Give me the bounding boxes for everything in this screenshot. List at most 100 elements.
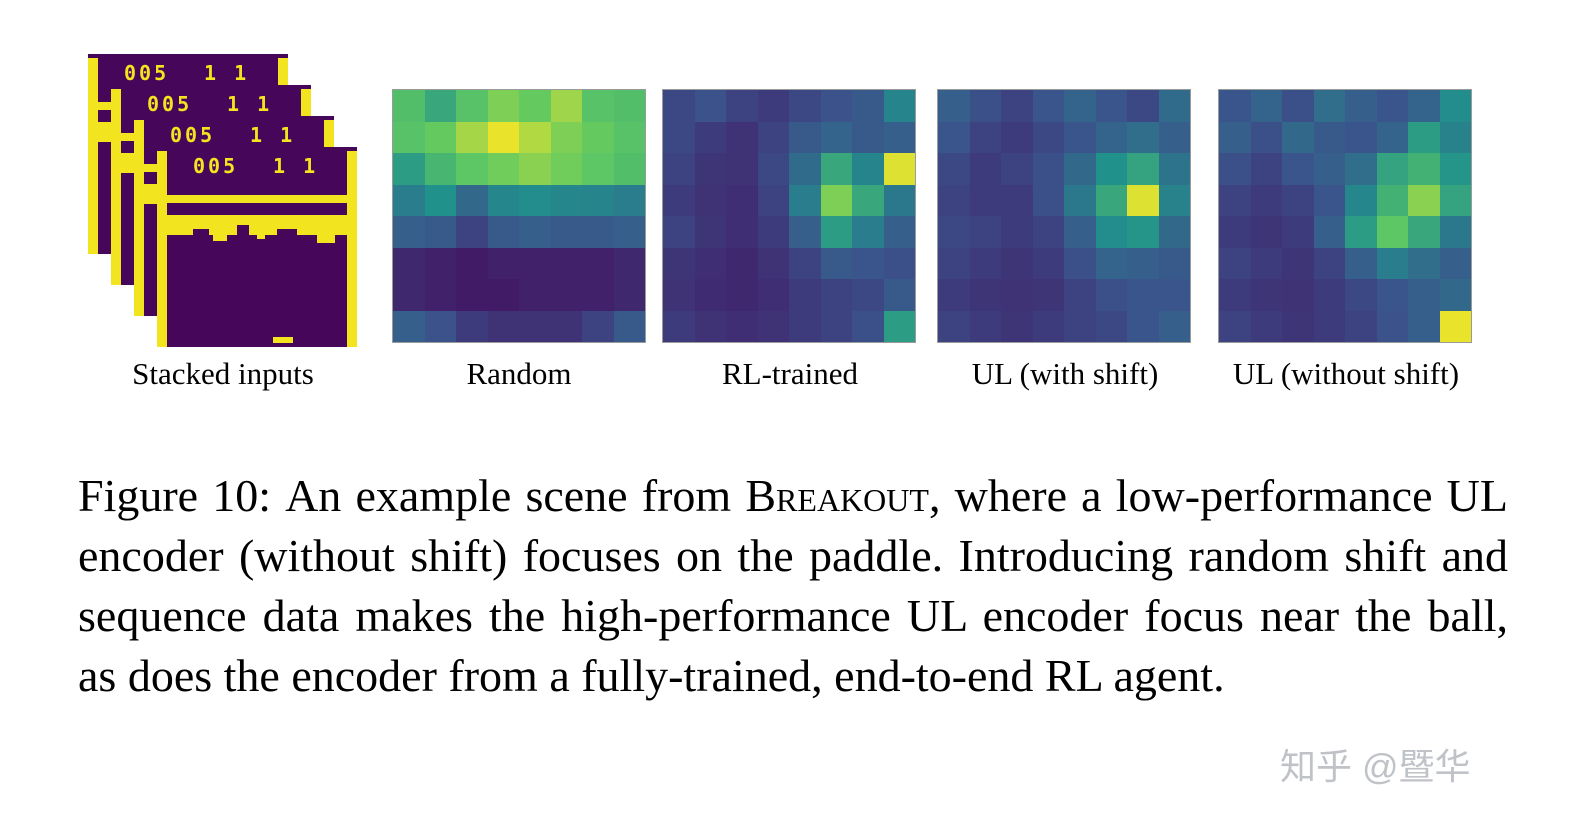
heatmap-cell [1345, 121, 1377, 153]
heatmap-cell [1250, 216, 1282, 248]
heatmap-cell [1064, 216, 1096, 248]
heatmap-cell [938, 90, 970, 122]
heatmap-cell [883, 153, 915, 185]
heatmap-rl-trained [662, 89, 916, 343]
heatmap-cell [613, 279, 645, 311]
heatmap-cell [1064, 279, 1096, 311]
heatmap-cell [519, 216, 551, 248]
heatmap-cell [613, 310, 645, 342]
heatmap-cell [938, 184, 970, 216]
heatmap-cell [456, 90, 488, 122]
heatmap-cell [1158, 184, 1190, 216]
heatmap-cell [1095, 121, 1127, 153]
heatmap-cell [694, 153, 726, 185]
heatmap-cell [1064, 310, 1096, 342]
heatmap-cell [757, 279, 789, 311]
heatmap-cell [757, 184, 789, 216]
heatmap-cell [820, 90, 852, 122]
heatmap-cell [1376, 247, 1408, 279]
heatmap-cell [1408, 247, 1440, 279]
heatmap-cell [1345, 184, 1377, 216]
heatmap-cell [613, 247, 645, 279]
heatmap-cell [1439, 216, 1471, 248]
heatmap-cell [1376, 121, 1408, 153]
heatmap-cell [1313, 310, 1345, 342]
heatmap-cell [789, 121, 821, 153]
watermark: 知乎 @暨华 [1280, 746, 1471, 787]
heatmap-cell [1282, 310, 1314, 342]
heatmap-cell [1158, 247, 1190, 279]
heatmap-cell [852, 216, 884, 248]
heatmap-cell [694, 247, 726, 279]
heatmap-cell [852, 310, 884, 342]
heatmap-cell [1001, 184, 1033, 216]
heatmap-cell [852, 153, 884, 185]
heatmap-ul-without-shift [1218, 89, 1472, 343]
heatmap-cell [820, 247, 852, 279]
heatmap-cell [1250, 153, 1282, 185]
frame-lives: 1 1 [204, 61, 249, 85]
heatmap-cell [1001, 310, 1033, 342]
heatmap-cell [487, 153, 519, 185]
heatmap-cell [1439, 90, 1471, 122]
breakout-frame-image: 005 1 1 [157, 147, 357, 347]
heatmap-cell [1439, 310, 1471, 342]
heatmap-cell [1127, 247, 1159, 279]
heatmap-cell [1064, 153, 1096, 185]
caption-text-part1: An example scene from [285, 470, 746, 521]
heatmap-cell [883, 90, 915, 122]
heatmap-cell [883, 121, 915, 153]
heatmap-cell [1376, 310, 1408, 342]
heatmap-cell [456, 121, 488, 153]
heatmap-cell [789, 153, 821, 185]
heatmap-cell [487, 279, 519, 311]
heatmap-cell [1095, 310, 1127, 342]
figure-caption: Figure 10: An example scene from Breakout… [78, 466, 1508, 706]
heatmap-cell [550, 121, 582, 153]
heatmap-cell [1001, 153, 1033, 185]
heatmap-cell [1250, 279, 1282, 311]
heatmap-cell [424, 310, 456, 342]
heatmap-cell [969, 279, 1001, 311]
heatmap-cell [1408, 279, 1440, 311]
heatmap-cell [1282, 216, 1314, 248]
heatmap-cell [1219, 247, 1251, 279]
heatmap-cell [519, 153, 551, 185]
heatmap-cell [694, 279, 726, 311]
heatmap-cell [1158, 279, 1190, 311]
heatmap-cell [789, 90, 821, 122]
heatmap-cell [1001, 90, 1033, 122]
heatmap-cell [456, 247, 488, 279]
heatmap-cell [1158, 121, 1190, 153]
frame-lives: 1 1 [227, 92, 272, 116]
heatmap-cell [726, 153, 758, 185]
heatmap-cell [1158, 153, 1190, 185]
heatmap-cell [456, 310, 488, 342]
heatmap-cell [456, 184, 488, 216]
heatmap-cell [1282, 90, 1314, 122]
heatmap-cell [1032, 247, 1064, 279]
heatmap-cell [1064, 121, 1096, 153]
frame-lives: 1 1 [273, 154, 318, 178]
heatmap-cell [1439, 247, 1471, 279]
heatmap-cell [550, 153, 582, 185]
heatmap-cell [820, 279, 852, 311]
heatmap-cell [456, 279, 488, 311]
heatmap-cell [1127, 184, 1159, 216]
heatmap-cell [1282, 121, 1314, 153]
heatmap-cell [582, 216, 614, 248]
heatmap-cell [883, 216, 915, 248]
heatmap-cell [393, 279, 425, 311]
heatmap-cell [1158, 216, 1190, 248]
heatmap-cell [757, 121, 789, 153]
heatmap-cell [1219, 216, 1251, 248]
heatmap-cell [883, 247, 915, 279]
heatmap-cell [487, 310, 519, 342]
heatmap-cell [393, 184, 425, 216]
heatmap-cell [726, 247, 758, 279]
heatmap-cell [487, 216, 519, 248]
heatmap-cell [1376, 216, 1408, 248]
heatmap-cell [757, 90, 789, 122]
heatmap-cell [1345, 90, 1377, 122]
heatmap-cell [663, 184, 695, 216]
